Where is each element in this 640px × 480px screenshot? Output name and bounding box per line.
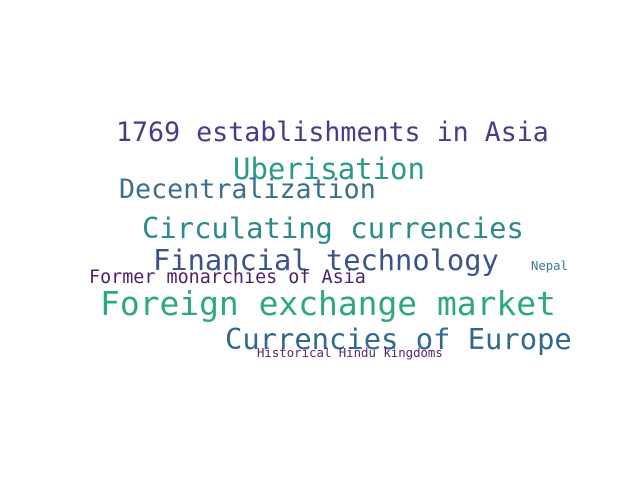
word-currencies-of-europe: Currencies of Europe [225,321,572,356]
word-historical-hindu-kingdoms: Historical Hindu kingdoms [257,345,443,360]
word-1769-establishments-in-asia: 1769 establishments in Asia [116,116,549,148]
word-foreign-exchange-market: Foreign exchange market [100,283,556,323]
word-nepal: Nepal [531,258,568,273]
word-decentralization: Decentralization [119,173,376,205]
word-uberisation: Uberisation [233,151,425,186]
word-former-monarchies-of-asia: Former monarchies of Asia [89,266,366,288]
word-circulating-currencies: Circulating currencies [142,210,524,245]
word-financial-technology: Financial technology [153,242,499,277]
